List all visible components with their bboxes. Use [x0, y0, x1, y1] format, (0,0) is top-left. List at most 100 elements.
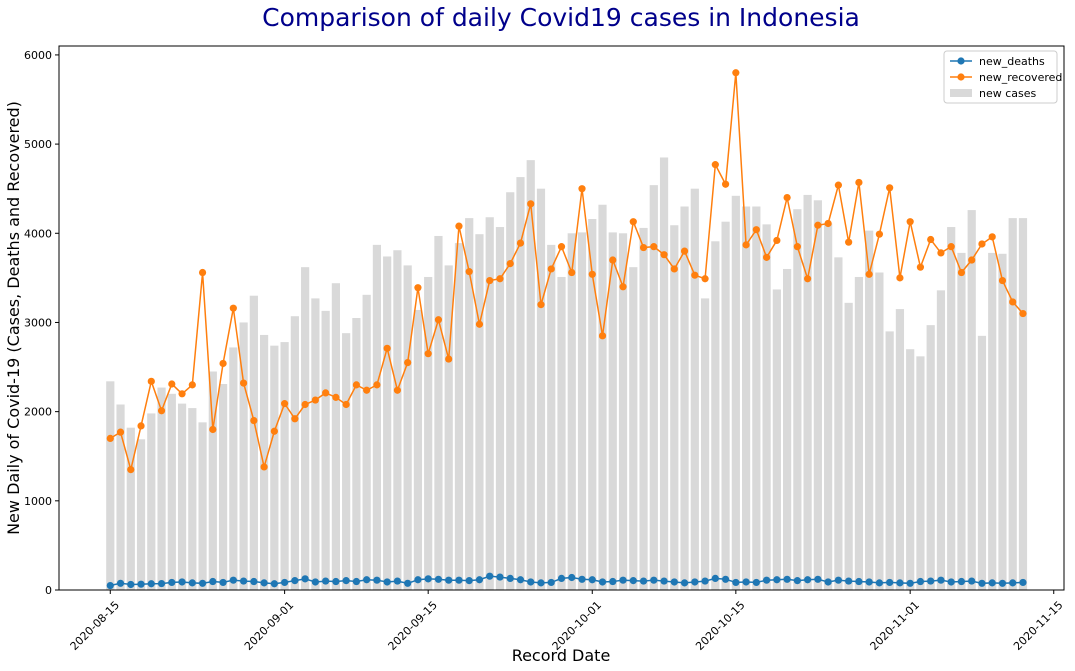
bar-new-cases: [649, 185, 658, 590]
point-new-deaths: [383, 578, 391, 586]
point-new-deaths: [937, 576, 945, 584]
point-new-recovered: [598, 332, 607, 340]
point-new-deaths: [332, 577, 340, 586]
point-new-recovered: [260, 463, 268, 471]
bar-new-cases: [762, 224, 771, 590]
point-new-recovered: [486, 276, 494, 285]
point-new-recovered: [824, 219, 832, 228]
bar-new-cases: [936, 290, 946, 590]
point-new-deaths: [137, 580, 145, 588]
x-tick-label: 2020-10-01: [550, 599, 604, 653]
bar-new-cases: [547, 244, 556, 590]
point-new-deaths: [352, 577, 360, 586]
point-new-deaths: [875, 579, 884, 587]
point-new-deaths: [609, 577, 617, 586]
bar-new-cases: [885, 331, 894, 590]
point-new-recovered: [434, 316, 443, 324]
bar-new-cases: [403, 265, 412, 590]
point-new-deaths: [998, 579, 1007, 587]
point-new-deaths: [239, 577, 248, 585]
point-new-deaths: [168, 578, 176, 587]
point-new-recovered: [1009, 298, 1017, 306]
y-axis: 0 1000 2000 3000 4000 5000 6000: [24, 49, 59, 597]
point-new-recovered: [301, 400, 309, 409]
bar-new-cases: [998, 253, 1007, 590]
point-new-deaths: [752, 578, 760, 587]
bar-new-cases: [721, 221, 730, 590]
point-new-recovered: [404, 358, 412, 367]
point-new-recovered: [352, 381, 360, 389]
point-new-recovered: [855, 178, 863, 187]
bar-new-cases: [947, 227, 956, 590]
bar-new-cases: [741, 206, 751, 590]
point-new-deaths: [783, 575, 791, 583]
point-new-deaths: [793, 577, 801, 585]
legend-box: [943, 50, 1058, 104]
bar-new-cases: [834, 257, 843, 590]
point-new-recovered: [178, 390, 186, 398]
bar-new-cases: [372, 244, 382, 590]
bar-new-cases: [239, 322, 248, 590]
bar-new-cases: [301, 267, 310, 590]
point-new-recovered: [752, 226, 760, 234]
point-new-deaths: [363, 576, 371, 584]
bar-new-cases: [218, 383, 228, 590]
point-new-deaths: [270, 580, 278, 588]
bar-new-cases: [700, 298, 710, 590]
point-new-deaths: [721, 575, 730, 583]
point-new-deaths: [496, 573, 504, 581]
bar-series-new-cases: [106, 157, 1028, 591]
point-new-deaths: [342, 577, 350, 585]
bar-new-cases: [506, 192, 515, 590]
bar-new-cases: [957, 252, 966, 590]
bar-new-cases: [865, 230, 874, 590]
line-new-recovered: [109, 72, 1024, 470]
point-new-deaths: [116, 579, 125, 587]
point-new-recovered: [229, 304, 237, 312]
point-new-deaths: [742, 578, 750, 586]
bar-new-cases: [1018, 218, 1028, 590]
point-new-deaths: [629, 577, 637, 585]
point-new-recovered: [578, 185, 586, 193]
point-new-recovered: [588, 270, 596, 278]
point-new-deaths: [260, 579, 268, 587]
point-new-recovered: [383, 344, 391, 352]
point-new-recovered: [568, 268, 576, 277]
point-new-deaths: [527, 578, 535, 586]
bar-new-cases: [731, 195, 740, 591]
bar-new-cases: [690, 188, 699, 590]
point-new-recovered: [311, 396, 319, 404]
chart-title: Comparison of daily Covid19 cases in Ind…: [262, 3, 860, 32]
point-new-deaths: [660, 577, 668, 585]
bar-new-cases: [260, 334, 269, 590]
point-new-recovered: [937, 249, 945, 257]
point-new-recovered: [639, 243, 648, 252]
point-new-recovered: [157, 407, 166, 415]
point-new-recovered: [660, 251, 668, 259]
point-new-deaths: [465, 577, 473, 585]
x-tick-label: 2020-09-15: [386, 599, 440, 653]
point-new-deaths: [619, 576, 627, 584]
point-new-recovered: [137, 422, 145, 430]
point-new-recovered: [886, 184, 894, 192]
point-new-deaths: [106, 581, 114, 590]
point-new-deaths: [506, 574, 514, 583]
point-new-deaths: [855, 577, 863, 586]
bar-new-cases: [567, 233, 576, 590]
bar-new-cases: [393, 250, 402, 590]
point-new-recovered: [250, 416, 258, 425]
bar-new-cases: [629, 267, 638, 590]
point-new-recovered: [537, 301, 545, 309]
point-new-deaths: [393, 577, 402, 585]
point-new-deaths: [188, 579, 196, 587]
point-new-deaths: [834, 576, 842, 584]
bar-new-cases: [752, 206, 761, 590]
bar-new-cases: [526, 160, 535, 590]
point-new-recovered: [927, 235, 935, 244]
point-new-deaths: [147, 580, 155, 588]
y-tick-label: 3000: [24, 316, 52, 329]
bar-new-cases: [454, 243, 464, 590]
point-new-deaths: [209, 577, 217, 586]
bar-new-cases: [793, 209, 802, 590]
point-new-deaths: [311, 578, 319, 586]
